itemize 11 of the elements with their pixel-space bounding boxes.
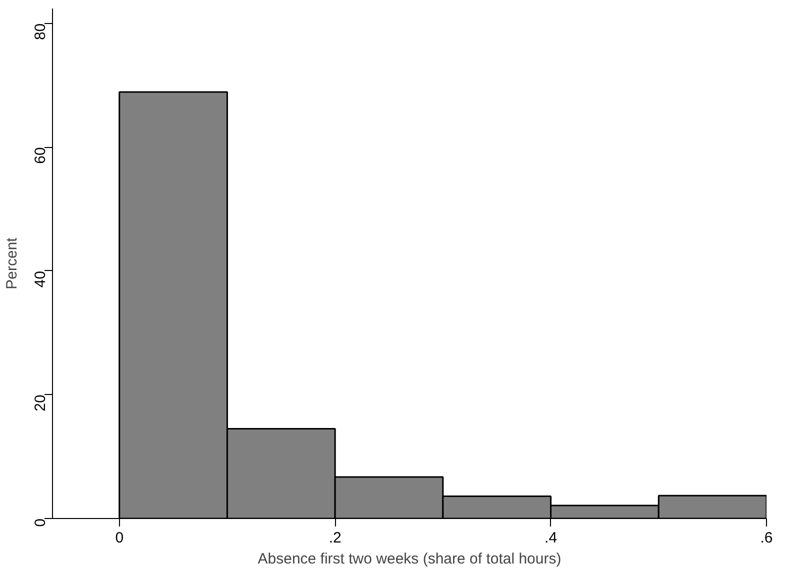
- y-tick-label: 0: [32, 518, 49, 527]
- y-tick-label: 40: [32, 270, 49, 288]
- y-tick-label: 80: [32, 23, 49, 40]
- x-tick-label: .6: [760, 530, 773, 546]
- y-tick-label: 60: [32, 147, 49, 164]
- y-axis-title: Percent: [4, 236, 20, 290]
- x-tick-label: .4: [544, 530, 558, 546]
- x-tick-label: 0: [115, 530, 124, 546]
- y-tick-label: 20: [32, 394, 49, 412]
- x-axis-title: Absence first two weeks (share of total hours): [258, 550, 562, 568]
- x-tick-label: .2: [328, 530, 342, 546]
